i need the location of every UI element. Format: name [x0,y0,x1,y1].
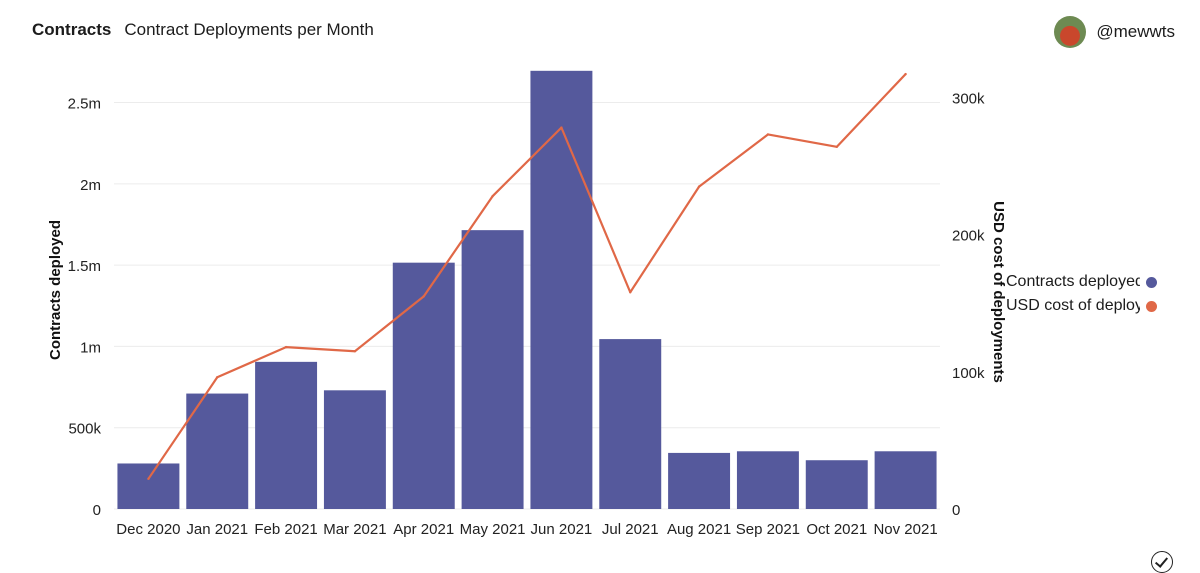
y-left-tick-label: 1.5m [68,258,101,275]
bar [874,451,937,509]
x-tick-label: Apr 2021 [393,521,454,538]
x-tick-label: Nov 2021 [873,521,937,538]
legend-label-contracts: Contracts deployed [1006,273,1140,290]
x-tick-label: May 2021 [460,521,526,538]
user-handle[interactable]: @mewwts [1096,22,1175,41]
bar [186,393,249,509]
bar [255,361,318,509]
y-left-tick-label: 2.5m [68,96,101,113]
bar [461,230,524,510]
line-point [766,133,770,136]
bar [736,451,799,509]
y-left-tick-label: 2m [80,177,101,194]
avatar[interactable] [1054,16,1087,48]
line-point [284,345,288,349]
check-circle-icon[interactable] [1151,551,1173,573]
y-right-tick-label: 0 [952,502,960,519]
legend-item-usd-cost[interactable]: USD cost of deployments [1006,294,1160,318]
chart-title: Contract Deployments per Month [124,20,374,39]
line-point [147,477,150,481]
legend-dot-usd-cost [1146,300,1157,312]
legend-item-contracts[interactable]: Contracts deployed [1006,270,1160,294]
bar [323,390,386,509]
bar [668,452,731,509]
usd-cost-line [147,73,907,480]
y-left-axis-title: Contracts deployed [47,220,64,360]
header: Contracts Contract Deployments per Month [32,20,374,40]
line-point [491,195,494,198]
y-left-tick-label: 500k [68,421,101,438]
x-tick-label: Dec 2020 [116,521,180,538]
x-tick-label: Mar 2021 [323,521,386,538]
line-point [422,295,425,298]
x-tick-label: Aug 2021 [667,521,731,538]
x-tick-label: Jun 2021 [531,521,593,538]
user-profile[interactable]: @mewwts [1054,16,1175,48]
line-point [629,291,632,294]
y-right-axis-title: USD cost of deployments [990,201,1007,383]
y-left-tick-label: 1m [80,339,101,356]
x-tick-label: Oct 2021 [806,521,867,538]
line-point [560,126,563,129]
bar [392,262,455,509]
section-title[interactable]: Contracts [32,20,112,39]
legend: Contracts deployed USD cost of deploymen… [1006,270,1160,318]
line-point [216,376,219,379]
legend-dot-contracts [1146,276,1157,288]
line-point [904,72,907,76]
legend-label-usd-cost: USD cost of deployments [1006,297,1140,314]
y-left-tick-label: 0 [93,502,101,519]
y-right-tick-label: 300k [952,90,985,107]
x-tick-label: Jan 2021 [186,521,248,538]
x-tick-label: Feb 2021 [254,521,317,538]
x-tick-label: Sep 2021 [736,521,800,538]
bar [599,339,662,509]
y-right-tick-label: 200k [952,228,985,245]
bar [530,70,593,510]
x-tick-label: Jul 2021 [602,521,659,538]
line-point [835,145,838,149]
line-point [697,185,701,188]
y-right-tick-label: 100k [952,365,985,382]
line-point [353,350,357,353]
bar [117,463,180,509]
bar [805,460,868,509]
